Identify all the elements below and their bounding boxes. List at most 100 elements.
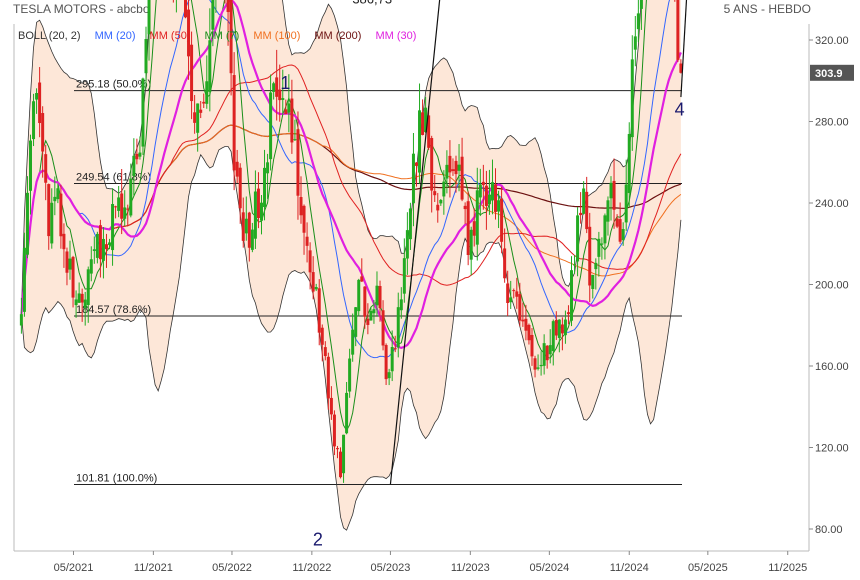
candle-body xyxy=(448,155,452,173)
candle-body xyxy=(256,188,260,218)
candle-body xyxy=(381,310,385,346)
candle-body xyxy=(560,324,564,334)
price-badge-1 xyxy=(810,64,854,81)
candle-body xyxy=(612,180,616,210)
candle-body xyxy=(253,191,257,239)
candle-body xyxy=(28,140,32,191)
candle-body xyxy=(363,286,367,317)
candle-body xyxy=(539,364,543,367)
x-tick-label-5: 11/2023 xyxy=(451,562,490,574)
candle-body xyxy=(83,299,87,308)
annotation-6: 386,73 xyxy=(352,0,392,6)
candle-body xyxy=(472,221,476,236)
y-tick-label-1: 120.00 xyxy=(815,443,849,455)
x-tick-label-1: 11/2021 xyxy=(134,562,173,574)
candle-body xyxy=(244,218,248,234)
candle-body xyxy=(509,297,513,303)
candle-body xyxy=(421,112,425,135)
candle-body xyxy=(329,397,333,415)
candle-body xyxy=(478,184,482,198)
candle-body xyxy=(129,178,133,216)
candle-body xyxy=(576,215,580,262)
candle-body xyxy=(521,319,525,322)
candle-body xyxy=(193,112,197,123)
candle-body xyxy=(573,264,577,266)
chart-period: 5 ANS - HEBDO xyxy=(723,2,811,16)
candle-body xyxy=(533,358,537,370)
candle-body xyxy=(418,110,422,173)
fib-label-3: 295.18 (50.0%) xyxy=(76,79,151,91)
candle-body xyxy=(457,164,461,171)
candle-body xyxy=(320,327,324,345)
candle-body xyxy=(375,285,379,306)
candle-body xyxy=(424,107,428,133)
candle-body xyxy=(120,193,124,219)
candle-body xyxy=(287,103,291,113)
candle-body xyxy=(615,218,619,227)
candle-body xyxy=(500,198,504,242)
candle-body xyxy=(132,155,136,176)
candle-body xyxy=(451,169,455,172)
candle-body xyxy=(308,250,312,273)
candle-body xyxy=(569,270,573,321)
candle-body xyxy=(311,272,315,292)
candle-body xyxy=(600,243,604,245)
candle-body xyxy=(138,152,142,157)
candle-body xyxy=(235,161,239,177)
candle-body xyxy=(594,262,598,270)
candle-body xyxy=(187,9,191,57)
y-tick-label-3: 200.00 xyxy=(815,280,849,292)
candle-body xyxy=(484,185,488,206)
candle-body xyxy=(111,204,115,251)
x-tick-label-9: 11/2025 xyxy=(768,562,807,574)
candle-body xyxy=(579,212,583,216)
candle-body xyxy=(348,358,352,392)
candle-body xyxy=(469,229,473,260)
x-tick-label-6: 05/2024 xyxy=(529,562,569,574)
candle-body xyxy=(460,156,464,200)
candle-body xyxy=(92,249,96,252)
candle-body xyxy=(117,197,121,211)
candle-body xyxy=(284,109,288,115)
candle-body xyxy=(366,318,370,325)
candle-body xyxy=(71,256,75,298)
candle-body xyxy=(299,197,303,216)
candle-body xyxy=(74,299,78,306)
candle-body xyxy=(503,248,507,279)
candle-body xyxy=(196,103,200,133)
ma20-line xyxy=(20,0,670,359)
candle-body xyxy=(524,318,528,331)
candle-body xyxy=(101,238,105,261)
candle-body xyxy=(591,274,595,289)
candle-body xyxy=(293,139,297,141)
candle-body xyxy=(515,291,519,297)
candle-body xyxy=(53,196,57,202)
candle-body xyxy=(104,244,108,250)
candle-body xyxy=(445,164,449,179)
candle-body xyxy=(241,212,245,241)
candle-body xyxy=(408,208,412,240)
candle-body xyxy=(314,287,318,290)
candle-body xyxy=(630,59,634,138)
candle-body xyxy=(679,63,683,73)
candle-body xyxy=(232,75,236,171)
candle-body xyxy=(585,191,589,230)
candle-body xyxy=(302,205,306,233)
candle-body xyxy=(95,233,99,258)
candle-body xyxy=(639,0,643,9)
candle-body xyxy=(442,181,446,197)
candle-body xyxy=(384,345,388,380)
candle-body xyxy=(208,40,212,92)
candle-body xyxy=(296,129,300,196)
candle-body xyxy=(332,414,336,447)
candle-body xyxy=(59,193,63,237)
candle-body xyxy=(512,290,516,292)
candle-body xyxy=(199,109,203,113)
candle-body xyxy=(494,184,498,212)
y-tick-label-6: 320.00 xyxy=(815,35,849,47)
candle-body xyxy=(35,93,39,100)
candle-body xyxy=(22,247,26,312)
candle-body xyxy=(393,348,397,350)
